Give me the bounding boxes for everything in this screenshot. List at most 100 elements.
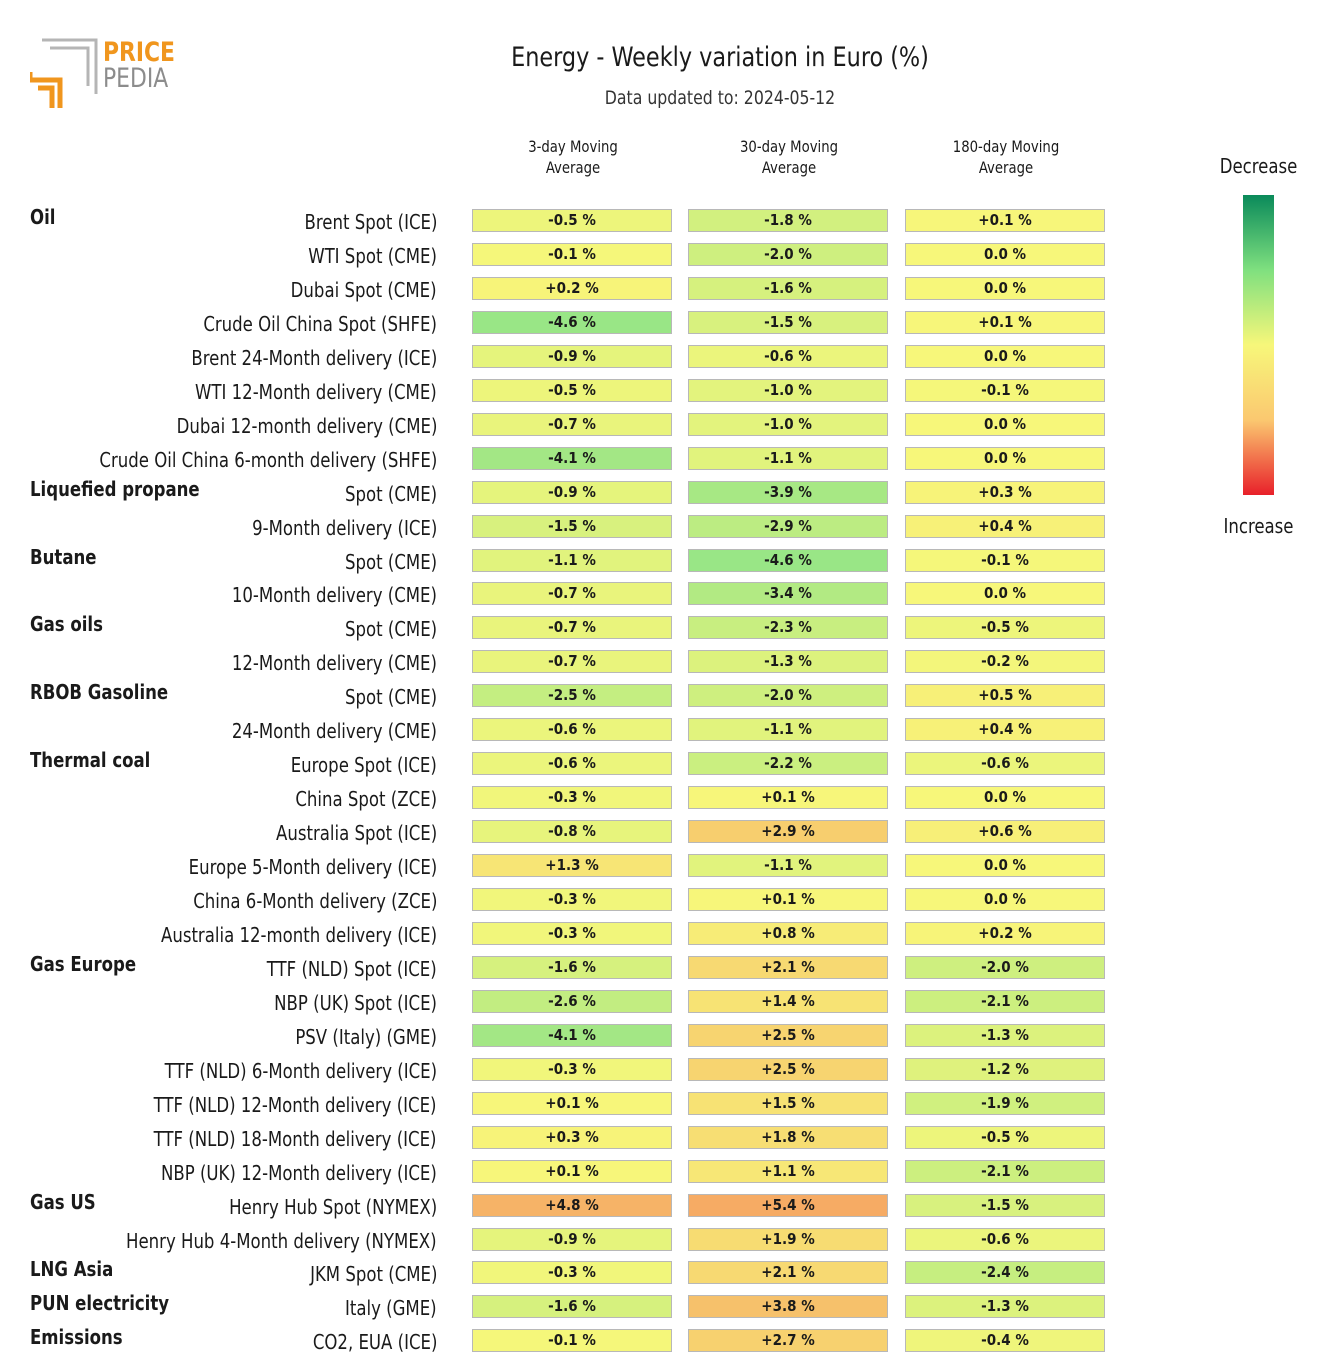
value-cell: -0.6 % — [472, 718, 672, 742]
value-cell: -2.1 % — [905, 1159, 1105, 1183]
value-cell: -0.2 % — [905, 650, 1105, 674]
value-cell: -0.3 % — [472, 921, 672, 945]
value-cell: -2.5 % — [472, 684, 672, 708]
value-cell: 0.0 % — [905, 786, 1105, 810]
value-cell: +2.1 % — [688, 1261, 888, 1285]
row-label: CO2, EUA (ICE) — [312, 1330, 437, 1355]
value-cell: -1.0 % — [688, 378, 888, 402]
value-cell: 0.0 % — [905, 242, 1105, 266]
row-label: PSV (Italy) (GME) — [295, 1024, 437, 1049]
value-cell: 0.0 % — [905, 412, 1105, 436]
value-cell: +1.3 % — [472, 854, 672, 878]
value-cell: -0.3 % — [472, 888, 672, 911]
value-cell: -4.6 % — [472, 310, 672, 334]
row-label: NBP (UK) Spot (ICE) — [274, 990, 437, 1015]
group-label: Oil — [30, 205, 56, 229]
value-cell: +0.6 % — [905, 820, 1105, 844]
value-cell: -0.5 % — [472, 209, 672, 232]
value-cell: +2.5 % — [688, 1057, 888, 1081]
group-label: Thermal coal — [30, 748, 151, 773]
value-cell: +1.4 % — [688, 989, 888, 1013]
value-cell: -3.4 % — [688, 582, 888, 606]
group-label: Butane — [30, 544, 97, 569]
group-label: PUN electricity — [30, 1291, 170, 1316]
value-cell: -0.7 % — [472, 582, 672, 606]
value-cell: -2.9 % — [688, 514, 888, 538]
value-cell: -0.5 % — [905, 616, 1105, 640]
value-cell: +0.3 % — [905, 480, 1105, 504]
value-cell: -2.4 % — [905, 1261, 1105, 1285]
value-cell: +2.7 % — [688, 1329, 888, 1353]
value-cell: +0.1 % — [472, 1091, 672, 1115]
group-label: Gas US — [30, 1189, 96, 1214]
row-label: TTF (NLD) 18-Month delivery (ICE) — [154, 1126, 437, 1151]
row-label: 12-Month delivery (CME) — [231, 651, 437, 676]
value-cell: -0.7 % — [472, 412, 672, 436]
value-cell: -2.0 % — [688, 684, 888, 708]
value-cell: -1.3 % — [905, 1023, 1105, 1047]
value-cell: 0.0 % — [905, 854, 1105, 878]
value-cell: -2.2 % — [688, 752, 888, 776]
value-cell: +0.1 % — [905, 209, 1105, 232]
row-label: 9-Month delivery (ICE) — [251, 515, 437, 540]
value-cell: -1.3 % — [905, 1295, 1105, 1319]
value-cell: -0.9 % — [472, 1227, 672, 1251]
value-cell: +4.8 % — [472, 1193, 672, 1217]
value-cell: -2.1 % — [905, 989, 1105, 1013]
value-cell: 0.0 % — [905, 582, 1105, 606]
value-cell: -1.0 % — [688, 412, 888, 436]
value-cell: +0.1 % — [688, 786, 888, 810]
value-cell: -0.6 % — [472, 752, 672, 776]
value-cell: +2.9 % — [688, 820, 888, 844]
group-label: LNG Asia — [30, 1257, 114, 1282]
value-cell: -2.3 % — [688, 616, 888, 640]
value-cell: -0.4 % — [905, 1329, 1105, 1353]
value-cell: -0.9 % — [472, 480, 672, 504]
value-cell: -2.6 % — [472, 989, 672, 1013]
value-cell: -0.3 % — [472, 786, 672, 810]
value-cell: -0.1 % — [472, 242, 672, 266]
row-label: Brent Spot (ICE) — [304, 210, 437, 234]
column-header: 3-day Moving Average — [528, 137, 618, 177]
value-cell: -0.3 % — [472, 1057, 672, 1081]
value-cell: +0.8 % — [688, 921, 888, 945]
value-cell: -2.0 % — [688, 242, 888, 266]
pricepedia-logo — [30, 38, 98, 108]
row-label: Crude Oil China Spot (SHFE) — [203, 311, 437, 336]
value-cell: +0.2 % — [472, 276, 672, 300]
row-label: Dubai Spot (CME) — [291, 277, 437, 302]
value-cell: 0.0 % — [905, 446, 1105, 470]
value-cell: 0.0 % — [905, 888, 1105, 911]
value-cell: -1.2 % — [905, 1057, 1105, 1081]
row-label: JKM Spot (CME) — [309, 1262, 437, 1287]
row-label: Spot (CME) — [344, 549, 437, 574]
value-cell: -1.5 % — [905, 1193, 1105, 1217]
value-cell: -1.8 % — [688, 209, 888, 232]
value-cell: -0.6 % — [688, 344, 888, 368]
value-cell: -1.1 % — [688, 718, 888, 742]
logo-text-price: PRICE — [103, 37, 175, 68]
value-cell: -1.1 % — [472, 548, 672, 572]
row-label: TTF (NLD) 6-Month delivery (ICE) — [164, 1058, 437, 1083]
value-cell: +2.1 % — [688, 955, 888, 979]
row-label: Brent 24-Month delivery (ICE) — [191, 345, 437, 370]
value-cell: -0.6 % — [905, 1227, 1105, 1251]
group-label: Liquefied propane — [30, 476, 200, 501]
value-cell: 0.0 % — [905, 344, 1105, 368]
value-cell: +0.1 % — [472, 1159, 672, 1183]
row-label: Australia Spot (ICE) — [275, 821, 437, 846]
logo-text-pedia: PEDIA — [103, 63, 169, 94]
row-label: China 6-Month delivery (ZCE) — [192, 889, 437, 913]
value-cell: -0.9 % — [472, 344, 672, 368]
value-cell: -1.6 % — [688, 276, 888, 300]
group-label: Gas oils — [30, 612, 103, 637]
value-cell: -1.6 % — [472, 1295, 672, 1319]
value-cell: +3.8 % — [688, 1295, 888, 1319]
value-cell: -0.5 % — [905, 1125, 1105, 1149]
row-label: 24-Month delivery (CME) — [231, 719, 437, 744]
value-cell: -1.1 % — [688, 446, 888, 470]
value-cell: -0.1 % — [905, 548, 1105, 572]
value-cell: +1.5 % — [688, 1091, 888, 1115]
legend-color-bar — [1243, 195, 1274, 495]
row-label: WTI 12-Month delivery (CME) — [195, 379, 437, 404]
